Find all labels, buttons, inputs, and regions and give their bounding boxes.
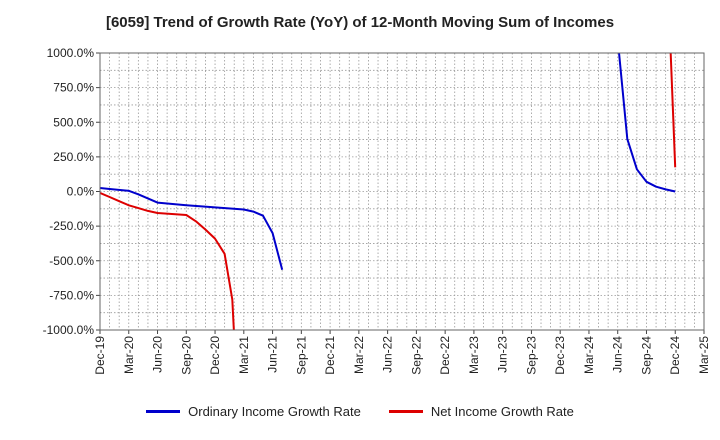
x-tick-label: Dec-19: [93, 336, 107, 375]
x-tick-label: Jun-24: [611, 336, 625, 373]
legend-item-net: Net Income Growth Rate: [388, 404, 574, 419]
x-tick-label: Jun-23: [496, 336, 510, 373]
x-tick-label: Dec-21: [323, 336, 337, 375]
legend-item-ordinary: Ordinary Income Growth Rate: [146, 404, 361, 419]
x-tick-label: Mar-24: [582, 336, 596, 374]
plot-border: [99, 52, 705, 331]
y-tick-label: -1000.0%: [43, 323, 95, 337]
x-tick-label: Sep-20: [179, 336, 193, 375]
x-tick-label: Mar-23: [467, 336, 481, 374]
x-tick-label: Dec-24: [668, 336, 682, 375]
series-line-ordinary-income-growth-rate-1: [618, 53, 676, 193]
legend-label-ordinary: Ordinary Income Growth Rate: [188, 404, 361, 419]
x-tick-label: Dec-23: [553, 336, 567, 375]
x-tick-label: Mar-22: [352, 336, 366, 374]
x-tick-label: Sep-22: [409, 336, 423, 375]
y-tick-label: 0.0%: [67, 185, 95, 199]
series-line-net-income-growth-rate-3: [669, 53, 677, 168]
y-tick-label: 250.0%: [53, 150, 94, 164]
y-tick-label: 1000.0%: [47, 46, 95, 60]
series-line-ordinary-income-growth-rate-0: [100, 187, 284, 271]
x-tick-label: Jun-20: [151, 336, 165, 373]
x-tick-label: Mar-21: [237, 336, 251, 374]
x-tick-label: Jun-21: [266, 336, 280, 373]
x-tick-label: Dec-20: [208, 336, 222, 375]
series-line-net-income-growth-rate-2: [100, 191, 235, 330]
x-tick-label: Dec-22: [438, 336, 452, 375]
chart-title: [6059] Trend of Growth Rate (YoY) of 12-…: [105, 14, 615, 31]
x-tick-label: Sep-23: [524, 336, 538, 375]
legend-swatch-ordinary: [146, 410, 181, 413]
legend-swatch-net: [388, 410, 423, 413]
y-tick-label: -500.0%: [49, 254, 94, 268]
y-tick-label: 500.0%: [53, 115, 94, 129]
x-tick-label: Sep-21: [294, 336, 308, 375]
y-tick-label: 750.0%: [53, 81, 94, 95]
legend-label-net: Net Income Growth Rate: [430, 404, 574, 419]
y-tick-label: -750.0%: [49, 288, 94, 302]
x-tick-label: Mar-25: [697, 336, 711, 374]
x-tick-label: Sep-24: [639, 336, 653, 375]
x-tick-label: Mar-20: [122, 336, 136, 374]
y-tick-label: -250.0%: [49, 219, 94, 233]
x-tick-label: Jun-22: [381, 336, 395, 373]
legend: Ordinary Income Growth Rate Net Income G…: [0, 404, 720, 419]
